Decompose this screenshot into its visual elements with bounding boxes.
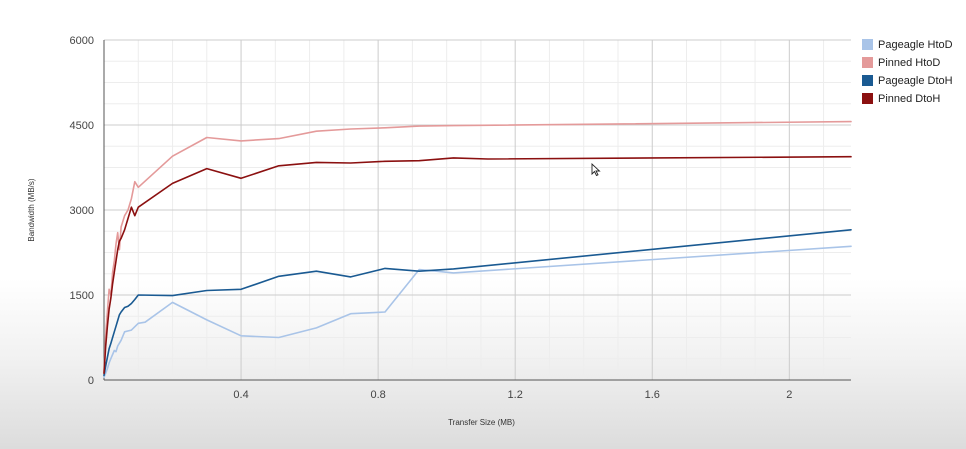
legend-label: Pageagle HtoD	[878, 39, 953, 51]
legend-swatch	[862, 93, 873, 104]
series-lines	[103, 120, 852, 379]
y-tick-label: 0	[88, 375, 94, 387]
mouse-cursor-icon	[591, 162, 601, 177]
tick-labels: 0 1500 3000 4500 6000 0.4 0.8 1.2 1.6 2	[70, 35, 793, 401]
x-tick-label: 2	[786, 389, 792, 401]
series-line-pinned-htod[interactable]	[103, 120, 852, 376]
legend-label: Pinned DtoH	[878, 93, 940, 105]
legend-item-pinned-htod[interactable]: Pinned HtoD	[862, 57, 940, 69]
x-tick-label: 0.8	[370, 389, 385, 401]
x-tick-label: 1.6	[645, 389, 660, 401]
y-tick-label: 6000	[70, 35, 94, 47]
legend-swatch	[862, 57, 873, 68]
legend-item-pinned-dtoh[interactable]: Pinned DtoH	[862, 93, 940, 105]
y-axis-title: Bandwidth (MB/s)	[27, 178, 36, 241]
series-line-pageagle-htod[interactable]	[103, 245, 852, 379]
legend[interactable]: Pageagle HtoD Pinned HtoD Pageagle DtoH Pin…	[862, 39, 953, 105]
legend-item-pageagle-htod[interactable]: Pageagle HtoD	[862, 39, 953, 51]
legend-swatch	[862, 39, 873, 50]
series-line-pinned-dtoh[interactable]	[103, 155, 852, 375]
x-tick-label: 1.2	[508, 389, 523, 401]
y-tick-label: 4500	[70, 120, 94, 132]
x-tick-label: 0.4	[233, 389, 248, 401]
grid-lines	[104, 39, 851, 381]
legend-label: Pinned HtoD	[878, 57, 940, 69]
y-tick-label: 1500	[70, 290, 94, 302]
legend-swatch	[862, 75, 873, 86]
legend-label: Pageagle DtoH	[878, 75, 953, 87]
x-axis-title: Transfer Size (MB)	[448, 418, 515, 427]
series-line-pageagle-dtoh[interactable]	[103, 229, 852, 377]
legend-item-pageagle-dtoh[interactable]: Pageagle DtoH	[862, 75, 953, 87]
axes	[103, 40, 851, 381]
y-tick-label: 3000	[70, 205, 94, 217]
